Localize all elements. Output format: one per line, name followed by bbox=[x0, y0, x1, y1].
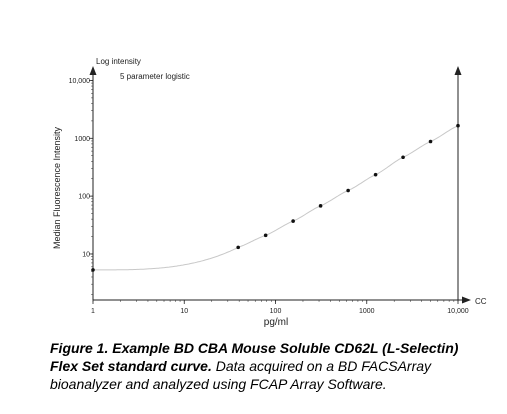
y-tick-label: 100 bbox=[78, 194, 90, 201]
data-point bbox=[236, 245, 240, 250]
data-point bbox=[428, 139, 433, 144]
x-tick-label: 1000 bbox=[359, 308, 375, 315]
fit-curve bbox=[93, 125, 459, 271]
x-axis-end-label: CC bbox=[475, 297, 487, 306]
y-tick-label: 10 bbox=[82, 251, 90, 258]
x-tick-label: 10,000 bbox=[447, 308, 469, 315]
y-tick-label: 1000 bbox=[74, 136, 90, 143]
data-point bbox=[263, 233, 268, 238]
data-points bbox=[91, 123, 460, 272]
data-point bbox=[291, 219, 295, 223]
major-ticks bbox=[89, 80, 459, 304]
caption-title: Figure 1. Example BD CBA Mouse Soluble C… bbox=[50, 340, 459, 374]
annotation: 5 parameter logistic bbox=[120, 72, 190, 81]
data-point bbox=[91, 268, 95, 272]
y-axis-title: Log intensity bbox=[96, 57, 141, 66]
x-tick-labels: 1 10 100 1000 10,000 bbox=[91, 308, 469, 315]
x-tick-label: 1 bbox=[91, 308, 95, 315]
y-tick-label: 10,000 bbox=[69, 78, 91, 85]
y-tick-labels: 10 100 1000 10,000 bbox=[69, 78, 91, 259]
data-point bbox=[318, 204, 323, 208]
y-axis-label: Median Fluorescence Intensity bbox=[52, 126, 62, 249]
x-axis-label: pg/ml bbox=[264, 317, 288, 328]
standard-curve-chart: 10 100 1000 10,000 1 10 100 1000 10,000 Log int… bbox=[52, 57, 487, 328]
right-axis-arrow bbox=[454, 66, 462, 75]
x-axis-arrow bbox=[462, 296, 471, 304]
x-tick-label: 10 bbox=[180, 308, 188, 315]
data-point bbox=[401, 155, 405, 160]
caption-text: Data acquired on a BD FACSArray bioanaly… bbox=[50, 358, 432, 392]
y-axis-arrow bbox=[89, 66, 97, 75]
data-point bbox=[373, 172, 378, 177]
data-point bbox=[346, 188, 350, 193]
figure-caption: Figure 1. Example BD CBA Mouse Soluble C… bbox=[50, 339, 470, 393]
data-point bbox=[456, 123, 460, 128]
x-tick-label: 100 bbox=[270, 308, 282, 315]
